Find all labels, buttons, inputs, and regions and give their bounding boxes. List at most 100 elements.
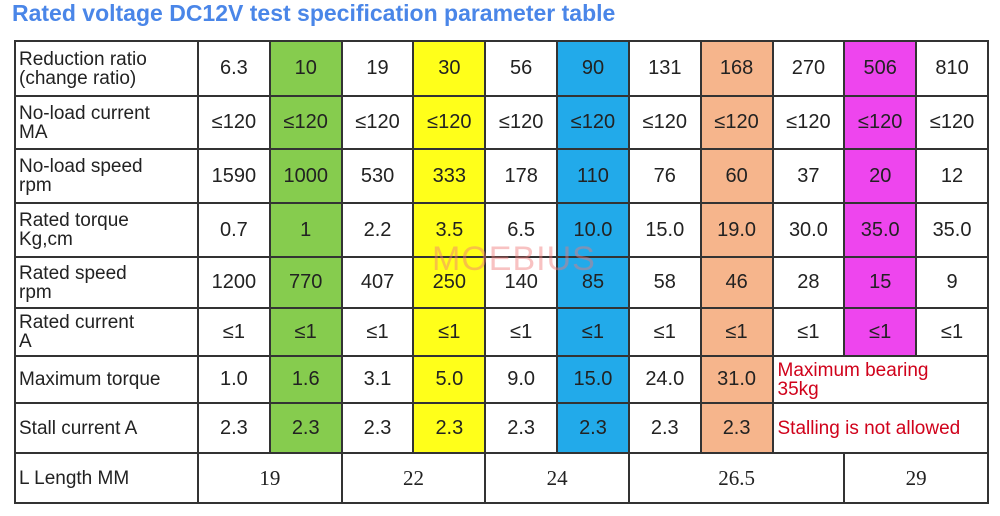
value-cell: 9.0: [484, 355, 559, 404]
length-cell: 26.5: [627, 452, 846, 504]
value-cell: 1.6: [268, 355, 343, 404]
length-cell: 22: [340, 452, 487, 504]
value-cell: ≤1: [915, 307, 989, 357]
value-cell: ≤120: [412, 95, 487, 150]
value-cell: 168: [699, 40, 774, 97]
value-cell: 140: [484, 256, 559, 309]
value-cell: 30.0: [771, 202, 846, 258]
value-cell: ≤120: [268, 95, 343, 150]
value-cell: 15: [843, 256, 918, 309]
table-row: Rated current A ≤1 ≤1 ≤1 ≤1 ≤1 ≤1 ≤1 ≤1 ≤1 ≤1 ≤1: [14, 307, 989, 357]
table-row: Reduction ratio (change ratio) 6.3 10 19 30 5…: [14, 40, 989, 97]
value-cell: 2.3: [268, 402, 343, 454]
table-row: No-load current MA ≤120 ≤120 ≤120 ≤120 ≤120 ≤1…: [14, 95, 989, 150]
value-cell: 19.0: [699, 202, 774, 258]
row-label: Rated current A: [14, 307, 199, 357]
row-label: No-load current MA: [14, 95, 199, 150]
value-cell: 250: [412, 256, 487, 309]
value-cell: ≤120: [556, 95, 630, 150]
value-cell: ≤1: [412, 307, 487, 357]
row-label: L Length MM: [14, 452, 199, 504]
value-cell: 9: [915, 256, 989, 309]
value-cell: 270: [771, 40, 846, 97]
value-cell: ≤1: [699, 307, 774, 357]
length-cell: 24: [484, 452, 630, 504]
value-cell: 0.7: [197, 202, 271, 258]
value-cell: 90: [556, 40, 630, 97]
value-cell: 2.2: [340, 202, 415, 258]
value-cell: ≤1: [556, 307, 630, 357]
value-cell: 10: [268, 40, 343, 97]
value-cell: ≤1: [771, 307, 846, 357]
value-cell: ≤120: [627, 95, 702, 150]
value-cell: 5.0: [412, 355, 487, 404]
value-cell: 31.0: [699, 355, 774, 404]
value-cell: ≤1: [268, 307, 343, 357]
value-cell: 1: [268, 202, 343, 258]
value-cell: 2.3: [484, 402, 559, 454]
value-cell: ≤120: [197, 95, 271, 150]
row-label: Maximum torque: [14, 355, 199, 404]
value-cell: 2.3: [627, 402, 702, 454]
value-cell: 20: [843, 148, 918, 204]
table-row: Maximum torque 1.0 1.6 3.1 5.0 9.0 15.0 24.0 31.…: [14, 355, 989, 404]
row-label: Rated torque Kg,cm: [14, 202, 199, 258]
value-cell: 2.3: [340, 402, 415, 454]
value-cell: ≤120: [915, 95, 989, 150]
value-cell: 46: [699, 256, 774, 309]
value-cell: 76: [627, 148, 702, 204]
table-row: Stall current A 2.3 2.3 2.3 2.3 2.3 2.3 2.3 2.3 S…: [14, 402, 989, 454]
value-cell: 10.0: [556, 202, 630, 258]
spec-table: Reduction ratio (change ratio) 6.3 10 19 30 5…: [14, 40, 989, 504]
value-cell: 6.3: [197, 40, 271, 97]
value-cell: 1000: [268, 148, 343, 204]
value-cell: 1200: [197, 256, 271, 309]
value-cell: 28: [771, 256, 846, 309]
value-cell: 15.0: [627, 202, 702, 258]
value-cell: 3.5: [412, 202, 487, 258]
table-row: L Length MM 19 22 24 26.5 29: [14, 452, 989, 504]
value-cell: 407: [340, 256, 415, 309]
value-cell: ≤120: [340, 95, 415, 150]
value-cell: 110: [556, 148, 630, 204]
value-cell: 1590: [197, 148, 271, 204]
value-cell: ≤1: [484, 307, 559, 357]
note-cell: Stalling is not allowed: [771, 402, 989, 454]
value-cell: 2.3: [556, 402, 630, 454]
value-cell: 12: [915, 148, 989, 204]
value-cell: ≤1: [627, 307, 702, 357]
value-cell: 15.0: [556, 355, 630, 404]
value-cell: ≤120: [771, 95, 846, 150]
value-cell: 333: [412, 148, 487, 204]
value-cell: ≤120: [699, 95, 774, 150]
length-cell: 19: [197, 452, 343, 504]
length-cell: 29: [843, 452, 989, 504]
value-cell: 506: [843, 40, 918, 97]
table-row: No-load speed rpm 1590 1000 530 333 178 110 76 6…: [14, 148, 989, 204]
value-cell: 60: [699, 148, 774, 204]
title: Rated voltage DC12V test specification p…: [12, 0, 616, 26]
row-label: Reduction ratio (change ratio): [14, 40, 199, 97]
value-cell: 6.5: [484, 202, 559, 258]
value-cell: 2.3: [699, 402, 774, 454]
table-row: Rated speed rpm 1200 770 407 250 140 85 58 46 28 1…: [14, 256, 989, 309]
value-cell: ≤120: [843, 95, 918, 150]
value-cell: ≤1: [843, 307, 918, 357]
table-row: Rated torque Kg,cm 0.7 1 2.2 3.5 6.5 10.0 15.0 1…: [14, 202, 989, 258]
value-cell: 24.0: [627, 355, 702, 404]
value-cell: 58: [627, 256, 702, 309]
value-cell: 35.0: [915, 202, 989, 258]
value-cell: 2.3: [412, 402, 487, 454]
value-cell: 35.0: [843, 202, 918, 258]
value-cell: 530: [340, 148, 415, 204]
row-label: No-load speed rpm: [14, 148, 199, 204]
row-label: Stall current A: [14, 402, 199, 454]
value-cell: ≤1: [197, 307, 271, 357]
value-cell: 56: [484, 40, 559, 97]
value-cell: 1.0: [197, 355, 271, 404]
value-cell: 810: [915, 40, 989, 97]
value-cell: 19: [340, 40, 415, 97]
value-cell: 2.3: [197, 402, 271, 454]
value-cell: 131: [627, 40, 702, 97]
